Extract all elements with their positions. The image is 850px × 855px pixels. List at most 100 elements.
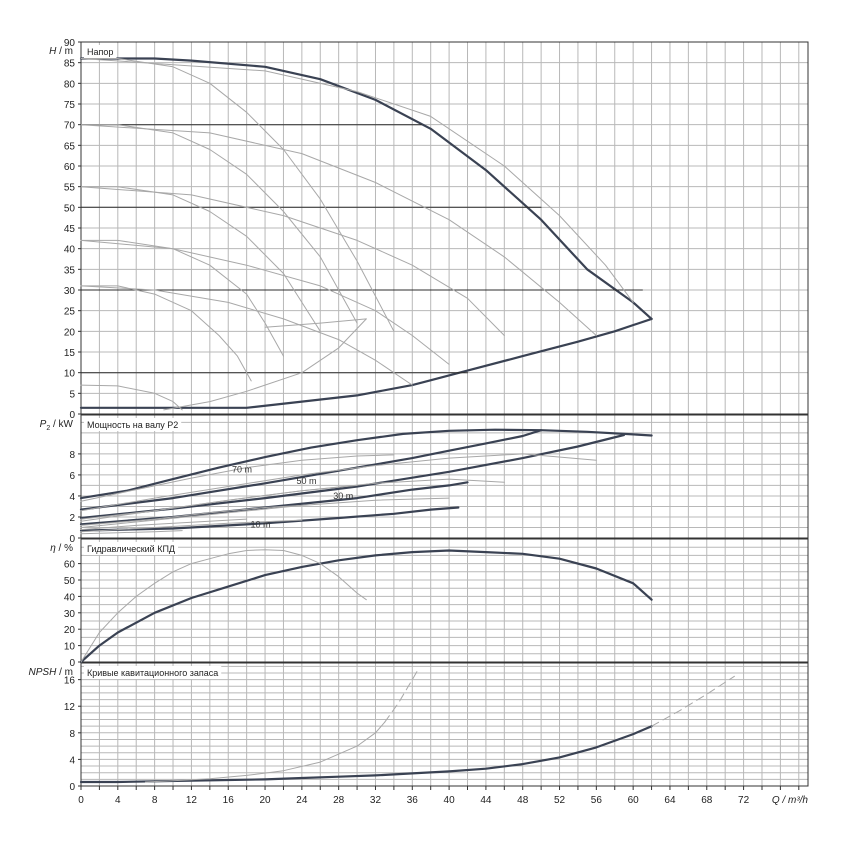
y-tick-label: 50	[64, 576, 76, 587]
series-line-power-12	[80, 519, 303, 533]
series-line-head-11	[80, 384, 183, 411]
y-tick-label: 40	[64, 592, 76, 603]
y-tick-label: 65	[64, 141, 76, 152]
x-tick-label: 56	[591, 795, 603, 806]
y-tick-label: 80	[64, 79, 76, 90]
series-line-efficiency-0	[79, 549, 653, 664]
panel-frame-npsh	[80, 662, 809, 787]
y-tick-label: 25	[64, 307, 76, 318]
x-tick-label: 4	[115, 795, 121, 806]
y-tick-label: 0	[69, 534, 75, 545]
y-tick-label: 4	[69, 755, 75, 766]
y-axis-unit: / %	[56, 543, 73, 554]
series-line-head-18	[264, 318, 367, 328]
series-line-efficiency-1	[80, 549, 367, 663]
series-line-head-14	[80, 186, 505, 336]
x-axis-label: Q / m³/h	[772, 795, 809, 806]
y-tick-label: 16	[64, 676, 76, 687]
x-tick-label: 48	[517, 795, 529, 806]
y-axis-label-head: H / m	[49, 46, 73, 57]
y-tick-label: 0	[69, 410, 75, 421]
panel-frame-power	[80, 414, 809, 539]
series-line-npsh-2	[144, 721, 386, 783]
x-tick-label: 72	[738, 795, 750, 806]
y-tick-label: 2	[69, 513, 75, 524]
series-line-power-4	[79, 506, 460, 532]
series-line-head-8	[80, 186, 321, 332]
series-line-power-1	[79, 429, 543, 511]
x-tick-label: 68	[701, 795, 713, 806]
x-tick-label: 36	[407, 795, 419, 806]
y-axis-label-power: P2 / kW	[40, 419, 74, 432]
x-tick-label: 8	[152, 795, 158, 806]
y-tick-label: 90	[64, 38, 76, 49]
y-tick-label: 75	[64, 100, 76, 111]
y-tick-label: 60	[64, 560, 76, 571]
panel-title-efficiency: Гидравлический КПД	[87, 544, 175, 554]
series-line-npsh-3	[384, 671, 418, 723]
x-tick-label: 20	[259, 795, 271, 806]
y-tick-label: 20	[64, 327, 76, 338]
series-line-head-7	[80, 124, 358, 324]
series-line-head-6	[80, 58, 395, 332]
series-line-head-10	[80, 285, 252, 382]
y-tick-label: 5	[69, 389, 75, 400]
x-tick-label: 32	[370, 795, 382, 806]
series-line-power-11	[80, 518, 248, 531]
series-line-npsh-1	[651, 675, 735, 727]
panel-title-bg	[84, 542, 179, 555]
y-tick-label: 55	[64, 183, 76, 194]
series-line-power-0	[79, 428, 653, 500]
grid-layer	[80, 41, 809, 787]
y-axis-unit: / m	[56, 667, 73, 678]
y-tick-label: 20	[64, 625, 76, 636]
y-tick-label: 30	[64, 286, 76, 297]
y-tick-label: 0	[69, 782, 75, 793]
y-tick-label: 60	[64, 162, 76, 173]
x-tick-label: 52	[554, 795, 566, 806]
data-layer	[79, 57, 735, 784]
y-tick-label: 0	[69, 658, 75, 669]
x-tick-label: 44	[480, 795, 492, 806]
series-line-head-9	[80, 239, 284, 357]
y-tick-label: 15	[64, 348, 76, 359]
series-line-power-5	[80, 454, 395, 502]
y-axis-symbol: H	[49, 46, 57, 57]
curve-annotation: 70 m	[232, 465, 252, 475]
curve-annotation: 50 m	[296, 476, 316, 486]
y-axis-symbol: NPSH	[29, 667, 58, 678]
series-line-head-16	[80, 285, 413, 386]
series-line-power-6	[80, 453, 597, 512]
y-tick-label: 85	[64, 59, 76, 70]
series-line-head-1	[79, 317, 653, 409]
x-tick-label: 64	[664, 795, 676, 806]
x-tick-label: 12	[186, 795, 198, 806]
y-tick-label: 35	[64, 265, 76, 276]
y-axis-label-efficiency: η / %	[50, 543, 73, 554]
y-tick-label: 12	[64, 702, 76, 713]
series-line-head-17	[163, 318, 367, 411]
panel-title-bg	[84, 418, 182, 431]
y-tick-label: 70	[64, 121, 76, 132]
y-tick-label: 30	[64, 609, 76, 620]
panel-frame-efficiency	[80, 538, 809, 663]
y-tick-label: 40	[64, 245, 76, 256]
series-line-head-12	[80, 58, 634, 303]
y-axis-subscript: 2	[46, 425, 50, 432]
series-line-head-13	[80, 124, 597, 336]
panel-title-power: Мощность на валу P2	[87, 420, 178, 430]
y-tick-label: 4	[69, 492, 75, 503]
series-line-power-9	[80, 504, 303, 526]
panel-title-npsh: Кривые кавитационного запаса	[87, 668, 218, 678]
y-tick-label: 50	[64, 203, 76, 214]
x-tick-label: 16	[223, 795, 235, 806]
y-tick-label: 8	[69, 450, 75, 461]
y-tick-label: 45	[64, 224, 76, 235]
x-tick-label: 28	[333, 795, 345, 806]
panel-title-head: Напор	[87, 47, 113, 57]
series-line-power-8	[80, 478, 505, 522]
curve-annotation: 10 m	[250, 519, 270, 529]
y-axis-symbol: η	[50, 543, 56, 554]
y-axis-symbol: P	[40, 419, 47, 430]
x-tick-label: 40	[444, 795, 456, 806]
